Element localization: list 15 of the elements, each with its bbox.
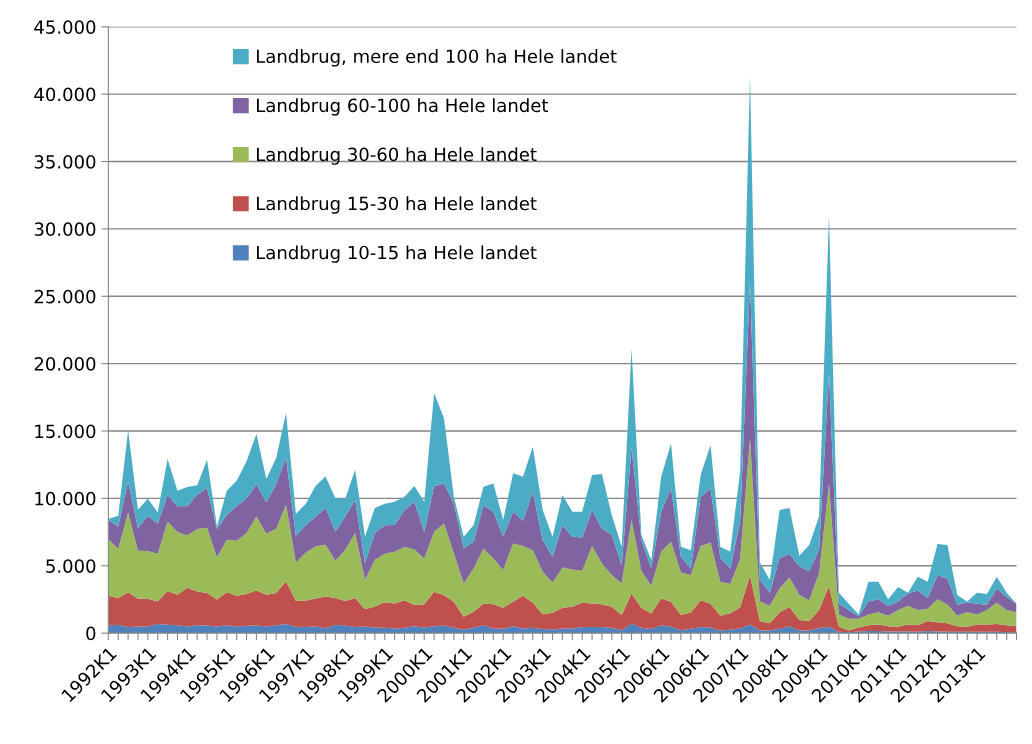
y-tick-label: 20.000 bbox=[34, 357, 96, 371]
y-tick-label: 35.000 bbox=[34, 154, 96, 169]
y-tick-label: 25.000 bbox=[34, 289, 96, 304]
legend-label: Landbrug 30-60 ha Hele landet bbox=[257, 147, 537, 165]
legend-label: Landbrug 60-100 ha Hele landet bbox=[257, 98, 549, 116]
y-tick-label: 0 bbox=[86, 626, 96, 641]
y-tick-label: 5.000 bbox=[46, 559, 96, 573]
legend-label: Landbrug 10-15 ha Hele landet bbox=[257, 245, 537, 263]
y-tick-label: 40.000 bbox=[34, 87, 96, 102]
y-tick-label: 10.000 bbox=[35, 491, 96, 506]
y-tick-label: 15.000 bbox=[35, 424, 96, 439]
y-tick-label: 30.000 bbox=[34, 222, 96, 237]
legend-label: Landbrug, mere end 100 ha Hele landet bbox=[257, 49, 617, 67]
y-tick-label: 45.000 bbox=[34, 20, 96, 34]
legend-label: Landbrug 15-30 ha Hele landet bbox=[257, 196, 537, 214]
